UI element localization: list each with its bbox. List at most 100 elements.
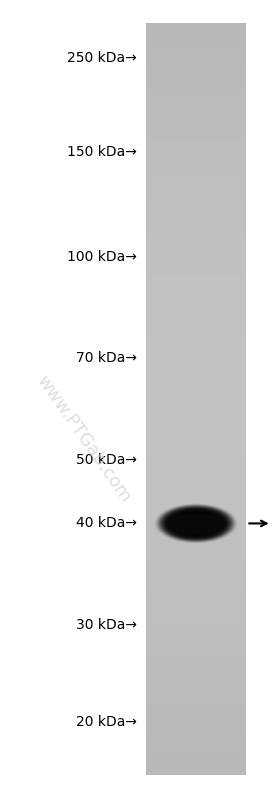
Bar <box>146 380 246 384</box>
Bar <box>146 432 246 437</box>
Bar <box>146 237 246 242</box>
Bar <box>146 692 246 696</box>
Bar <box>146 609 246 614</box>
Bar <box>146 54 246 58</box>
Ellipse shape <box>155 503 237 543</box>
Bar <box>146 710 246 715</box>
Bar <box>146 770 246 775</box>
Bar <box>146 681 246 685</box>
Bar <box>146 241 246 245</box>
Ellipse shape <box>167 509 225 538</box>
Bar <box>146 260 246 264</box>
Bar <box>146 639 246 644</box>
Bar <box>146 729 246 733</box>
Ellipse shape <box>162 507 230 539</box>
Bar <box>146 496 246 501</box>
Ellipse shape <box>173 512 219 535</box>
Bar <box>146 481 246 486</box>
Bar <box>146 669 246 674</box>
Bar <box>146 436 246 441</box>
Bar <box>146 286 246 291</box>
Text: 150 kDa→: 150 kDa→ <box>67 145 137 159</box>
Bar <box>146 440 246 444</box>
Bar <box>146 46 246 50</box>
Ellipse shape <box>158 505 234 542</box>
Bar <box>146 635 246 640</box>
Bar <box>146 613 246 618</box>
Bar <box>146 354 246 358</box>
Bar <box>146 579 246 583</box>
Bar <box>146 357 246 362</box>
Bar <box>146 590 246 594</box>
Bar <box>146 244 246 249</box>
Text: 250 kDa→: 250 kDa→ <box>67 51 137 65</box>
Bar <box>146 531 246 535</box>
Bar <box>146 339 246 344</box>
Bar <box>146 372 246 377</box>
Bar <box>146 109 246 114</box>
Bar <box>146 703 246 707</box>
Bar <box>146 282 246 287</box>
Bar <box>146 699 246 704</box>
Bar <box>146 602 246 606</box>
Bar <box>146 226 246 230</box>
Bar <box>146 155 246 159</box>
Bar <box>146 399 246 403</box>
Bar <box>146 105 246 110</box>
Bar <box>146 425 246 430</box>
Ellipse shape <box>176 514 216 533</box>
Ellipse shape <box>174 513 218 534</box>
Bar <box>146 94 246 99</box>
Bar <box>146 162 246 167</box>
Bar <box>146 297 246 302</box>
Text: 20 kDa→: 20 kDa→ <box>76 715 137 729</box>
Ellipse shape <box>175 513 217 534</box>
Bar <box>146 586 246 591</box>
Bar <box>146 395 246 400</box>
Bar <box>146 320 246 324</box>
Bar <box>146 177 246 181</box>
Bar <box>146 215 246 219</box>
Bar <box>146 125 246 129</box>
Bar <box>146 207 246 212</box>
Bar <box>146 459 246 463</box>
Ellipse shape <box>165 508 227 539</box>
Bar <box>146 293 246 298</box>
Bar <box>146 725 246 730</box>
Bar <box>146 489 246 494</box>
Bar <box>146 767 246 771</box>
Bar <box>146 189 246 193</box>
Bar <box>146 218 246 223</box>
Bar <box>146 620 246 625</box>
Bar <box>146 102 246 106</box>
Bar <box>146 467 246 471</box>
Bar <box>146 666 246 670</box>
Bar <box>146 673 246 678</box>
Bar <box>146 624 246 629</box>
Bar <box>146 598 246 602</box>
Bar <box>146 756 246 760</box>
Bar <box>146 27 246 31</box>
Bar <box>146 301 246 306</box>
Bar <box>146 556 246 561</box>
Bar <box>146 222 246 227</box>
Bar <box>146 173 246 178</box>
Bar <box>146 42 246 46</box>
Bar <box>146 714 246 719</box>
Bar <box>146 132 246 137</box>
Bar <box>146 662 246 666</box>
Bar <box>146 200 246 205</box>
Bar <box>146 511 246 516</box>
Bar <box>146 455 246 459</box>
Bar <box>146 98 246 103</box>
Bar <box>146 658 246 662</box>
Bar <box>146 331 246 336</box>
Ellipse shape <box>160 507 232 541</box>
Bar <box>146 38 246 42</box>
Ellipse shape <box>170 511 222 536</box>
Bar <box>146 361 246 366</box>
Bar <box>146 414 246 419</box>
Bar <box>146 646 246 651</box>
Bar <box>146 68 246 73</box>
Bar <box>146 267 246 272</box>
